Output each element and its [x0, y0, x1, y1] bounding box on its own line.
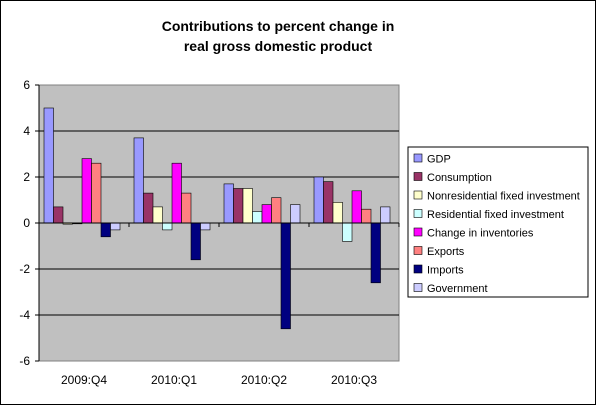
- bar: [110, 222, 121, 231]
- plot-area: 6 4 2 0 -2 -4 -6 2009:Q4 2010:Q1 2010:Q2 2010:Q3: [19, 78, 400, 387]
- bar: [53, 206, 64, 224]
- chart-title-line-2: real gross domestic product: [184, 38, 373, 54]
- x-tick-label: 2010:Q2: [241, 373, 287, 387]
- legend-swatch: [413, 246, 423, 255]
- y-tick-label: -2: [19, 262, 30, 276]
- x-tick-label: 2010:Q1: [151, 373, 197, 387]
- legend-label: Imports: [427, 265, 464, 277]
- legend-swatch: [413, 283, 423, 292]
- legend-swatch: [413, 190, 423, 200]
- bar: [162, 222, 173, 231]
- bar: [271, 197, 282, 224]
- bar: [100, 222, 111, 238]
- bar: [261, 204, 272, 224]
- x-tick-label: 2009:Q4: [61, 373, 107, 387]
- y-tick-label: -6: [19, 354, 30, 368]
- bar: [133, 137, 144, 224]
- bar: [91, 162, 102, 224]
- bar: [200, 222, 211, 231]
- legend-label: Residential fixed investment: [427, 209, 564, 221]
- bar: [190, 222, 201, 261]
- x-tick-label: 2010:Q3: [331, 373, 377, 387]
- legend-swatch: [413, 227, 423, 237]
- bar: [323, 181, 334, 224]
- legend-box: [407, 146, 589, 298]
- bar: [380, 206, 391, 224]
- legend-swatch: [413, 172, 423, 181]
- y-tick-label: -4: [19, 308, 30, 322]
- legend: GDP Consumption Nonresidential fixed inves…: [407, 146, 589, 298]
- legend-label: Consumption: [427, 172, 492, 184]
- bar: [81, 158, 92, 224]
- chart-title-line-1: Contributions to percent change in: [162, 18, 395, 34]
- legend-swatch: [413, 209, 423, 218]
- bar: [181, 192, 192, 224]
- bar: [143, 192, 154, 224]
- y-tick-label: 0: [23, 216, 30, 230]
- legend-label: Change in inventories: [427, 228, 534, 240]
- y-tick-label: 6: [23, 78, 30, 92]
- legend-swatch: [413, 153, 423, 163]
- bar: [342, 222, 353, 242]
- legend-label: GDP: [427, 154, 451, 166]
- bar: [351, 190, 362, 224]
- bar: [152, 206, 163, 224]
- legend-label: Exports: [427, 246, 465, 258]
- y-tick-label: 2: [23, 170, 30, 184]
- bar: [370, 222, 381, 284]
- bar: [332, 202, 343, 224]
- bar: [313, 176, 324, 224]
- bar: [242, 188, 253, 224]
- bar: [171, 162, 182, 224]
- bar: [233, 188, 244, 224]
- bar: [223, 183, 234, 224]
- bar: [252, 211, 263, 224]
- legend-swatch: [413, 264, 423, 274]
- bar: [280, 222, 291, 330]
- legend-label: Nonresidential fixed investment: [427, 191, 580, 203]
- bar: [361, 208, 372, 224]
- y-tick-label: 4: [23, 124, 30, 138]
- bar: [43, 107, 54, 224]
- bar: [290, 204, 301, 224]
- legend-label: Government: [427, 283, 488, 295]
